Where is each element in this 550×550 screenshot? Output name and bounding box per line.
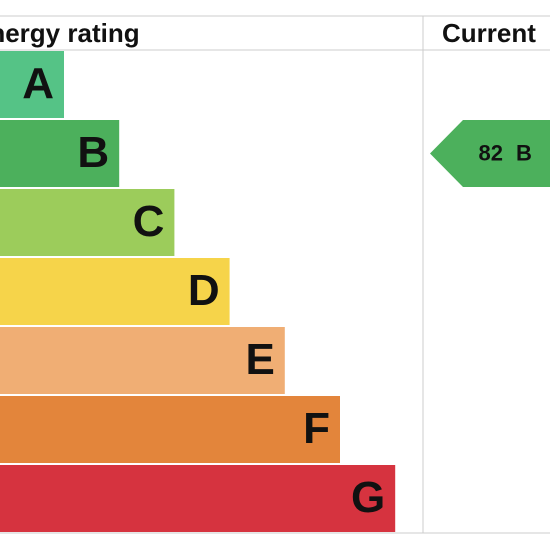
current-arrow <box>430 120 550 187</box>
header-current: Current <box>442 18 536 48</box>
header-title: Energy rating <box>0 18 140 48</box>
band-bar <box>0 396 340 463</box>
band-letter: G <box>351 473 385 522</box>
band-letter: B <box>77 128 109 177</box>
band-letter: C <box>133 197 165 246</box>
band-letter: E <box>245 335 274 384</box>
band-bar <box>0 327 285 394</box>
band-bar <box>0 258 230 325</box>
band-bar <box>0 465 396 532</box>
current-score: 82 <box>479 140 503 165</box>
current-band: B <box>516 140 532 165</box>
band-bar <box>0 51 64 118</box>
band-letter: A <box>22 59 54 108</box>
band-letter: D <box>188 266 220 315</box>
band-bar <box>0 189 175 256</box>
band-letter: F <box>303 404 330 453</box>
band-bar <box>0 120 120 187</box>
